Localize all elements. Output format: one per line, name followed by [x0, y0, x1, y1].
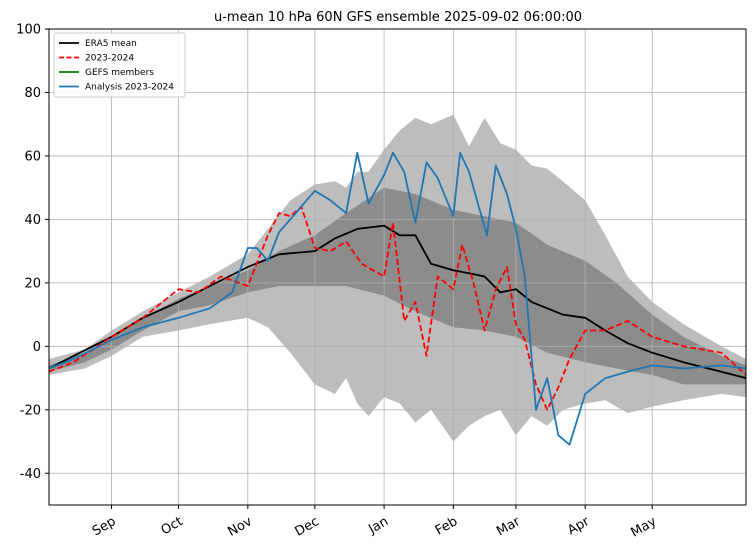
- y-tick-label: 60: [24, 149, 41, 164]
- legend-label-analysis-2023-2024: Analysis 2023-2024: [85, 83, 174, 93]
- series-analysis-2023-2024-line: [49, 151, 746, 446]
- legend-label-era5-mean: ERA5 mean: [85, 39, 137, 49]
- legend-box: [53, 32, 186, 98]
- y-axis: -40 -20 0 20 40 60 80 100: [16, 23, 49, 482]
- plot-frame: [48, 28, 747, 506]
- plot-area: [49, 29, 746, 505]
- y-tick-label: 0: [33, 340, 41, 355]
- y-tick-label: 20: [24, 276, 41, 291]
- legend-label-season-2023-2024: 2023-2024: [85, 54, 134, 64]
- chart-title: u-mean 10 hPa 60N GFS ensemble 2025-09-0…: [214, 10, 582, 25]
- grid: [49, 29, 746, 505]
- inner-band: [49, 187, 746, 385]
- y-tick-label: 40: [24, 213, 41, 228]
- y-tick-label: -40: [20, 467, 41, 482]
- y-tick-label: 100: [16, 23, 41, 38]
- y-tick-label: 80: [24, 86, 41, 101]
- legend: ERA5 mean 2023-2024 GEFS members Analysis 2…: [53, 32, 186, 98]
- series-season-2023-2024-line: [49, 205, 746, 411]
- legend-label-gefs-members: GEFS members: [85, 68, 154, 78]
- y-tick-label: -20: [20, 403, 41, 418]
